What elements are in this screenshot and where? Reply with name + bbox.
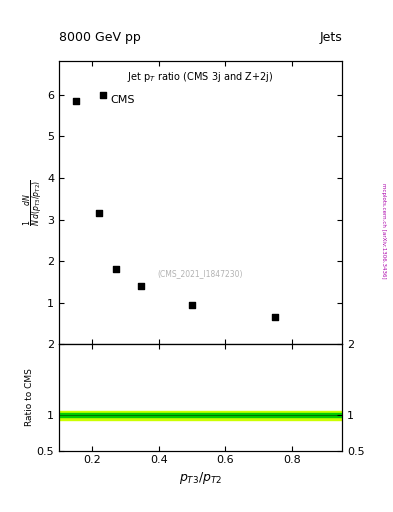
Point (74, 304, 81, 312)
Point (72, 97, 79, 105)
Text: Jet p$_{T}$ ratio (CMS 3j and Z+2j): Jet p$_{T}$ ratio (CMS 3j and Z+2j) (127, 70, 274, 84)
Y-axis label: Ratio to CMS: Ratio to CMS (25, 369, 34, 426)
Text: Jets: Jets (319, 31, 342, 44)
X-axis label: $p_{T3}/p_{T2}$: $p_{T3}/p_{T2}$ (179, 470, 222, 485)
Point (272, 313, 279, 322)
Point (138, 282, 144, 290)
Text: 8000 GeV pp: 8000 GeV pp (59, 31, 141, 44)
Y-axis label: $\frac{1}{N}\frac{dN}{d(p_{T3}/p_{T2})}$: $\frac{1}{N}\frac{dN}{d(p_{T3}/p_{T2})}$ (22, 180, 46, 226)
Point (189, 301, 195, 309)
Point (112, 265, 119, 273)
Text: mcplots.cern.ch [arXiv:1306.3436]: mcplots.cern.ch [arXiv:1306.3436] (381, 183, 386, 278)
Text: CMS: CMS (110, 95, 134, 105)
Point (96, 209, 102, 218)
Text: (CMS_2021_I1847230): (CMS_2021_I1847230) (158, 269, 243, 278)
